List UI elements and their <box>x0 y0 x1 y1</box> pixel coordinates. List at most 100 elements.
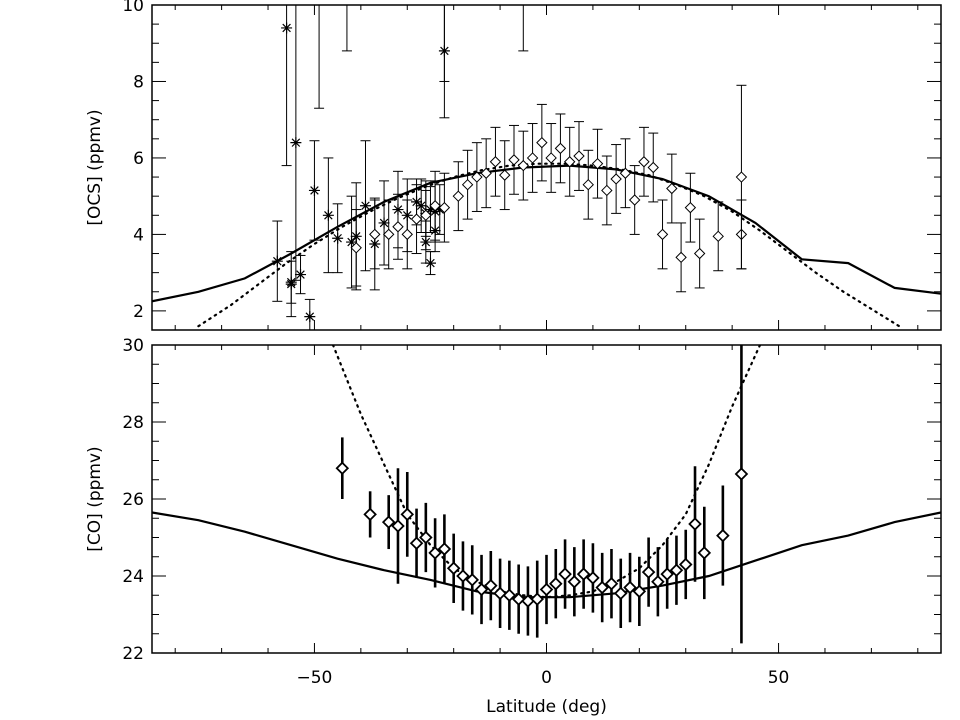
top-panel-ocs: 2 4 6 8 10 [OCS] (ppmv) <box>85 0 942 331</box>
diamond-point <box>549 576 563 591</box>
asterisk-point <box>290 137 302 149</box>
diamond-point <box>420 209 432 222</box>
diamond-point <box>591 157 604 170</box>
model-solid-line <box>152 164 941 303</box>
x-tick-label: −50 <box>296 668 332 688</box>
y-axis-label: [OCS] (ppmv) <box>85 109 105 225</box>
diamond-point <box>693 247 706 260</box>
bottom-panel-co: 22 24 26 28 30 −50 0 50 Latitude (deg) [CO] (ppmv… <box>85 336 942 717</box>
diamond-point <box>410 213 423 225</box>
y-tick-label: 10 <box>122 0 144 16</box>
asterisk-point <box>415 200 427 212</box>
asterisk-point <box>322 209 334 221</box>
diamond-point <box>465 573 480 587</box>
diamond-point <box>735 171 748 183</box>
diamond-point <box>489 156 502 168</box>
diamond-point <box>604 576 619 591</box>
y-tick-label: 8 <box>133 72 144 92</box>
model-dotted-line <box>197 162 901 328</box>
asterisk-point <box>434 204 446 216</box>
diamond-point <box>554 142 567 155</box>
diamond-point <box>688 517 702 531</box>
diamond-point <box>651 575 665 589</box>
y-tick-label: 4 <box>133 225 144 245</box>
diamond-point <box>474 582 489 597</box>
diamond-point <box>595 580 609 595</box>
diamond-point <box>586 571 600 585</box>
diamond-point <box>363 507 377 522</box>
diamond-point <box>419 530 433 545</box>
diamond-point <box>619 167 632 179</box>
x-tick-label: 0 <box>541 668 552 688</box>
diamond-point <box>350 242 362 254</box>
diamond-point <box>563 156 576 168</box>
diamond-point <box>401 228 413 241</box>
diamond-point <box>499 169 511 181</box>
asterisk-point <box>424 257 436 269</box>
diamond-point <box>684 201 697 214</box>
asterisk-point <box>295 269 307 281</box>
diamond-point <box>502 588 517 603</box>
diamond-point <box>480 167 492 179</box>
asterisk-point <box>285 278 297 290</box>
diamond-point <box>539 582 554 597</box>
diamond-point <box>382 228 395 241</box>
diamond-point <box>526 152 539 164</box>
diamond-point <box>508 154 520 166</box>
diamond-point <box>647 161 659 174</box>
diamond-point <box>660 567 674 581</box>
diamond-point <box>623 580 637 595</box>
diamond-point <box>610 173 622 185</box>
y-tick-label: 2 <box>133 302 144 322</box>
diamond-point <box>437 542 452 556</box>
diamond-point <box>452 190 465 202</box>
diamond-point <box>558 567 572 581</box>
data-layer <box>152 5 941 330</box>
diamond-point <box>545 152 557 164</box>
diamond-point <box>638 156 650 168</box>
diamond-point <box>511 592 526 606</box>
diamond-point <box>734 467 749 481</box>
y-tick-label: 22 <box>122 644 144 664</box>
diamond-point <box>573 150 585 162</box>
diamond-point <box>576 567 591 581</box>
diamond-point <box>613 586 628 601</box>
asterisk-point <box>359 200 371 212</box>
diamond-point <box>582 178 594 191</box>
diamond-point <box>484 578 498 593</box>
data-layer <box>152 345 941 644</box>
diamond-point <box>536 136 548 149</box>
diamond-point <box>601 184 613 197</box>
y-tick-label: 30 <box>122 336 144 356</box>
diamond-point <box>567 575 582 589</box>
diamond-point <box>429 200 441 212</box>
diamond-point <box>517 159 530 172</box>
diamond-point <box>438 201 451 214</box>
diamond-point <box>369 228 381 241</box>
y-tick-label: 28 <box>122 413 144 433</box>
diamond-point <box>471 171 483 183</box>
diamond-point <box>446 561 461 576</box>
asterisk-point <box>332 232 344 244</box>
asterisk-point <box>281 22 293 34</box>
diamond-point <box>656 228 669 241</box>
diamond-point <box>400 507 415 522</box>
diamond-point <box>669 563 684 577</box>
x-axis-label: Latitude (deg) <box>486 697 607 717</box>
y-tick-label: 6 <box>133 149 144 169</box>
asterisk-point <box>304 311 316 323</box>
diamond-point <box>493 586 507 601</box>
diamond-point <box>697 546 712 560</box>
diamond-point <box>428 546 442 560</box>
diamond-point <box>641 565 656 579</box>
diamond-point <box>391 519 405 533</box>
diamond-point <box>628 194 641 206</box>
diamond-point <box>335 461 350 475</box>
diamond-point <box>632 584 647 599</box>
diamond-point <box>392 221 404 233</box>
diamond-point <box>381 515 396 529</box>
diamond-point <box>716 528 730 543</box>
diamond-point <box>409 536 424 551</box>
diamond-point <box>530 592 544 606</box>
